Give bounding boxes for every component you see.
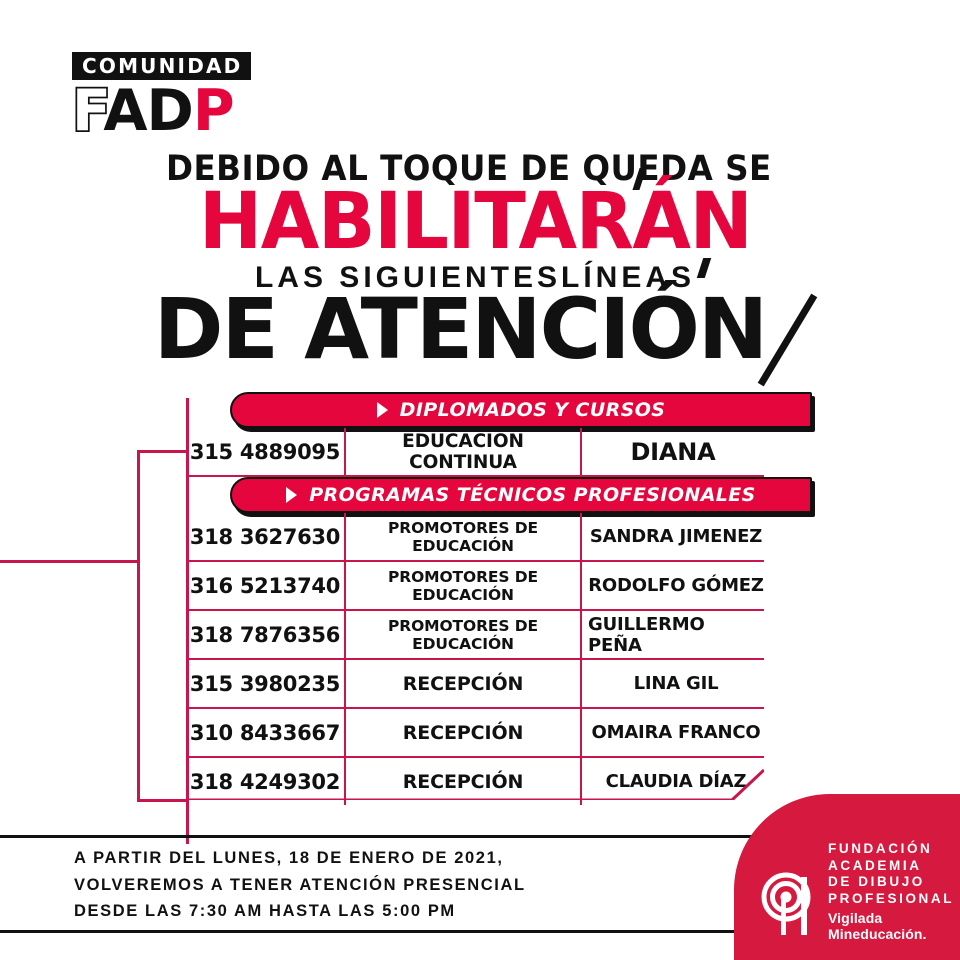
badge-vigilada-label: Vigilada Mineducación. [828,910,927,942]
badge-line-3: DE DIBUJO [828,874,925,890]
cell-area: EDUCACIÓN CONTINUA [346,428,582,475]
table-row[interactable]: 310 8433667 RECEPCIÓN OMAIRA FRANCO [186,709,764,758]
cell-contact-name: RODOLFO GÓMEZ [588,575,764,596]
footer-note: A PARTIR DEL LUNES, 18 DE ENERO DE 2021,… [74,845,526,925]
table-row[interactable]: 316 5213740 PROMOTORES DE EDUCACIÓN RODO… [186,562,764,611]
cell-contact-name: GUILLERMO PEÑA [588,613,705,656]
badge-line-2: ACADEMIA [828,857,922,873]
badge-line-4: PROFESIONAL [828,890,955,906]
brand-letter-p: P [192,78,235,144]
cell-area: RECEPCIÓN [346,758,582,805]
cell-phone[interactable]: 318 3627630 [186,513,346,560]
footer-divider-bottom [0,930,762,933]
table-row[interactable]: 315 3980235 RECEPCIÓN LINA GIL [186,660,764,709]
cell-contact-name: LINA GIL [633,673,719,694]
section-band-diplomados: DIPLOMADOS Y CURSOS [230,392,812,428]
headline-block: DEBIDO AL TOQUE DE QUEDA SE HABILITARÁN … [0,149,960,378]
badge-line-1: FUNDACIÓN [828,841,933,857]
cell-phone[interactable]: 316 5213740 [186,562,346,609]
footer-note-line-2: VOLVEREMOS A TENER ATENCIÓN PRESENCIAL [74,875,526,894]
cell-area: PROMOTORES DE EDUCACIÓN [346,513,582,560]
bracket-line-horizontal-top [137,450,189,453]
headline-line-1: DEBIDO AL TOQUE DE QUEDA SE [165,149,772,189]
section-band-programas: PROGRAMAS TÉCNICOS PROFESIONALES [230,477,812,513]
footer-note-line-3: DESDE LAS 7:30 AM HASTA LAS 5:00 PM [74,902,456,921]
table-left-edge-line [186,398,189,818]
table-row[interactable]: 318 4249302 RECEPCIÓN CLAUDIA DÍAZ [186,758,764,805]
cell-area: PROMOTORES DE EDUCACIÓN [346,562,582,609]
cell-phone[interactable]: 315 3980235 [186,660,346,707]
triangle-right-icon [376,402,388,418]
cell-phone[interactable]: 318 7876356 [186,611,346,658]
cell-phone[interactable]: 315 4889095 [186,428,346,475]
cell-contact-name: OMAIRA FRANCO [591,722,761,743]
bracket-line-left-extension [0,560,140,563]
cell-contact-name: DIANA [630,437,716,466]
cell-contact-name: SANDRA JIMENEZ [589,526,763,547]
headline-line-3: LAS SIGUIENTESLÍNEAS [254,261,696,294]
table-row[interactable]: 315 4889095 EDUCACIÓN CONTINUA DIANA [186,428,764,477]
cell-area: PROMOTORES DE EDUCACIÓN [346,611,582,658]
fadp-monogram-icon [760,871,820,942]
brand-comunidad-tag: COMUNIDAD [72,52,252,80]
headline-line-4: DE ATENCIÓN [153,280,768,378]
bracket-line-vertical-outer [137,450,140,802]
section-band-label: PROGRAMAS TÉCNICOS PROFESIONALES [309,484,756,506]
fadp-badge-inner: FUNDACIÓN ACADEMIA DE DIBUJO PROFESIONAL… [760,841,960,942]
brand-letter-f: F [70,78,106,144]
fadp-badge: FUNDACIÓN ACADEMIA DE DIBUJO PROFESIONAL… [734,794,960,960]
brand-letters-ad: AD [103,78,193,144]
contact-table: DIPLOMADOS Y CURSOS 315 4889095 EDUCACIÓ… [186,392,812,805]
triangle-right-icon [286,487,298,503]
cell-area: RECEPCIÓN [346,709,582,756]
cell-contact-name: CLAUDIA DÍAZ [605,771,747,792]
brand-fadp-wordmark: FADP [70,81,302,142]
brand-lockup: COMUNIDAD FADP [70,52,302,142]
bracket-line-horizontal-bottom [137,799,189,802]
cell-phone[interactable]: 310 8433667 [186,709,346,756]
headline-line-2: HABILITARÁN [198,177,753,267]
table-row[interactable]: 318 3627630 PROMOTORES DE EDUCACIÓN SAND… [186,513,764,562]
section-band-label: DIPLOMADOS Y CURSOS [399,399,666,421]
footer-note-line-1: A PARTIR DEL LUNES, 18 DE ENERO DE 2021, [74,849,504,867]
footer-divider-top [0,835,800,838]
fadp-badge-text: FUNDACIÓN ACADEMIA DE DIBUJO PROFESIONAL… [828,841,960,942]
cell-phone[interactable]: 318 4249302 [186,758,346,805]
table-row[interactable]: 318 7876356 PROMOTORES DE EDUCACIÓN GUIL… [186,611,764,660]
cell-area: RECEPCIÓN [346,660,582,707]
table-left-edge-stub [186,802,189,844]
